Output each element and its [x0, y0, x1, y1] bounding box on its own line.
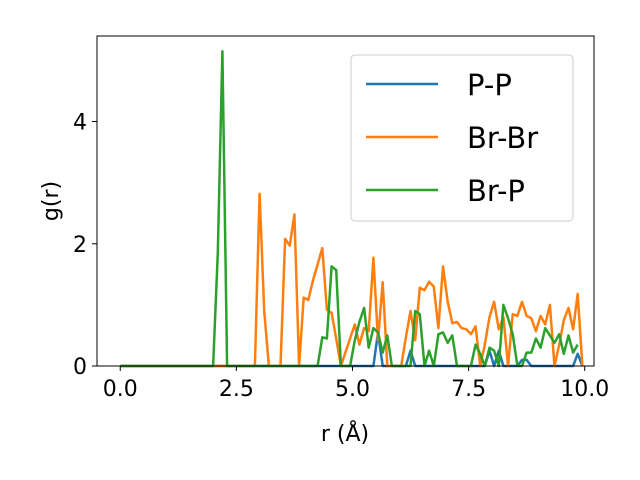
legend-box — [350, 54, 574, 222]
legend-label-br-p: Br-P — [467, 174, 525, 208]
y-axis: 0 2 4 — [73, 111, 97, 380]
series-line-br-p — [120, 50, 579, 368]
legend-label-br-br: Br-Br — [467, 121, 538, 155]
x-tick-label: 7.5 — [451, 377, 486, 402]
x-axis-label: r (Å) — [321, 420, 369, 447]
plot-frame — [96, 35, 595, 367]
legend: P-P Br-Br Br-P — [350, 54, 574, 222]
x-tick-label: 0.0 — [103, 377, 138, 402]
x-tick-label: 10.0 — [560, 377, 609, 402]
x-tick-label: 2.5 — [219, 377, 254, 402]
x-tick-label: 5.0 — [335, 377, 370, 402]
series-line-br-br — [120, 192, 584, 368]
y-tick-label: 2 — [73, 233, 87, 258]
legend-label-p-p: P-P — [467, 68, 512, 102]
y-axis-label: g(r) — [39, 181, 64, 221]
y-tick-label: 4 — [73, 111, 87, 136]
x-axis: 0.0 2.5 5.0 7.5 10.0 — [103, 366, 609, 402]
y-tick-label: 0 — [73, 355, 87, 380]
